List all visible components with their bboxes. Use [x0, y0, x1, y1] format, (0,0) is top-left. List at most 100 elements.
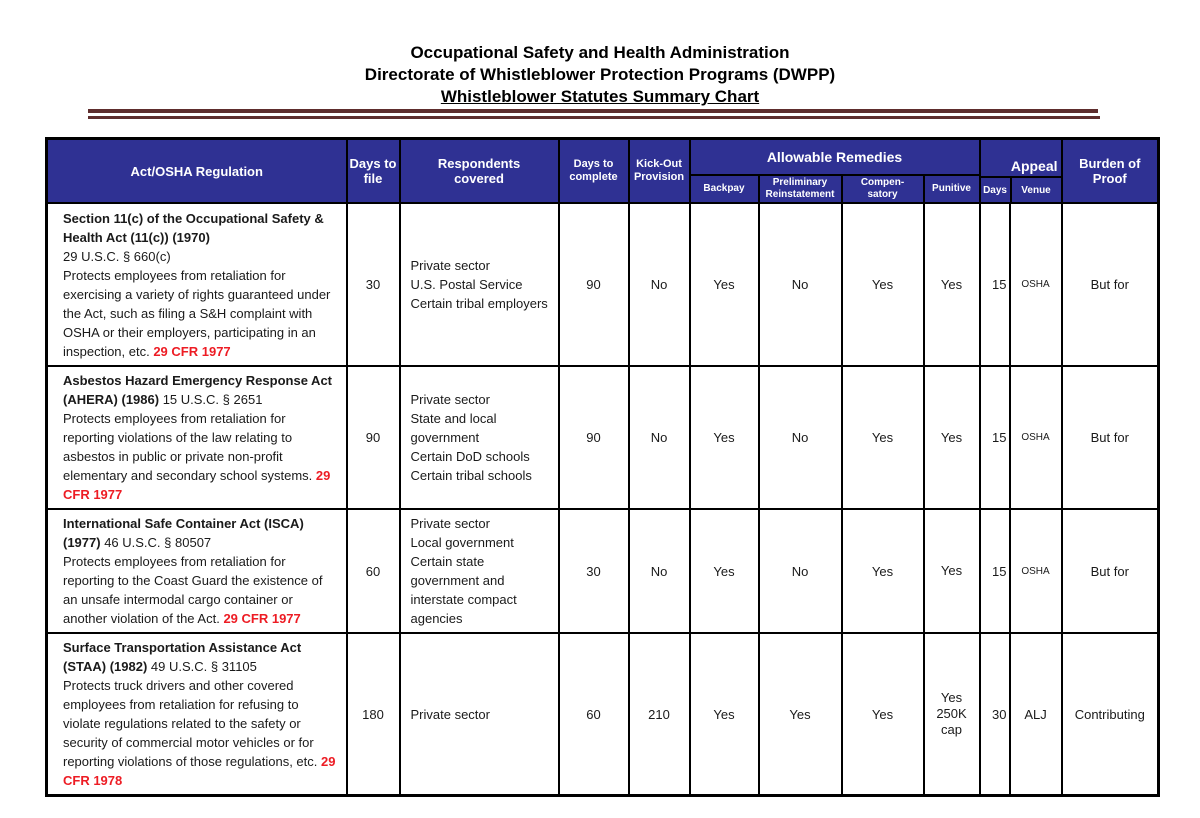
col-header-appeal-days: Days — [982, 178, 1012, 202]
cfr-citation: 29 CFR 1977 — [153, 343, 231, 359]
table-row: Section 11(c) of the Occupational Safety… — [45, 202, 1160, 367]
act-cell: Surface Transportation Assistance Act (S… — [45, 632, 348, 797]
respondent-item: U.S. Postal Service — [410, 277, 523, 292]
appeal-days-cell: 15 — [978, 365, 1011, 510]
appeal-days-cell: 15 — [978, 508, 1011, 634]
col-header-burden: Burden of Proof — [1060, 137, 1160, 204]
kick-out-cell: 210 — [627, 632, 691, 797]
respondent-item: Private sector — [410, 706, 490, 722]
summary-table: Act/OSHA Regulation Days to file Respond… — [45, 137, 1161, 797]
days-to-file-cell: 30 — [345, 202, 401, 367]
backpay-cell: Yes — [688, 632, 760, 797]
act-text-segment: International Safe Container Act (ISCA) … — [63, 516, 304, 550]
act-text-segment: Protects employees from retaliation for … — [63, 411, 316, 483]
burden-cell: But for — [1060, 365, 1160, 510]
preliminary-reinstatement-cell: No — [757, 202, 843, 367]
respondents-cell: Private sector Local government Certain st… — [398, 508, 560, 634]
act-cell: Asbestos Hazard Emergency Response Act (… — [45, 365, 348, 510]
kick-out-cell: No — [627, 365, 691, 510]
act-text-segment: Asbestos Hazard Emergency Response Act (… — [63, 373, 333, 407]
compensatory-cell: Yes — [840, 202, 925, 367]
table-row: Surface Transportation Assistance Act (S… — [45, 632, 1160, 797]
respondent-item: Certain state government and interstate … — [410, 554, 517, 626]
cfr-citation: 29 CFR 1977 — [223, 611, 301, 626]
act-text-segment: 46 U.S.C. § 80507 — [100, 535, 212, 550]
respondent-item: Private sector — [410, 258, 490, 273]
punitive-cell: Yes — [922, 508, 981, 634]
header-row-subcolumns: Backpay Preliminary Reinstatement Compen… — [47, 174, 1159, 204]
title-divider-top — [88, 109, 1098, 113]
days-to-complete-cell: 30 — [557, 508, 630, 634]
act-text-segment: Surface Transportation Assistance Act (S… — [63, 640, 302, 674]
punitive-cell: Yes — [922, 202, 981, 367]
backpay-cell: Yes — [688, 365, 760, 510]
col-header-backpay: Backpay — [688, 174, 760, 204]
act-text-segment: Section 11(c) of the Occupational Safety… — [63, 210, 324, 245]
respondent-item: Private sector — [410, 516, 490, 531]
table-body: Section 11(c) of the Occupational Safety… — [45, 202, 1160, 797]
col-header-appeal-venue: Venue — [1021, 184, 1051, 196]
appeal-days-cell: 15 — [978, 202, 1011, 367]
table-row: Asbestos Hazard Emergency Response Act (… — [45, 365, 1160, 510]
act-text-segment: Protects employees from retaliation for … — [63, 267, 331, 359]
punitive-cell: Yes — [922, 365, 981, 510]
kick-out-cell: No — [627, 202, 691, 367]
title-line-2: Directorate of Whistleblower Protection … — [364, 65, 836, 84]
appeal-venue-cell: OSHA — [1008, 202, 1063, 367]
col-header-preliminary-reinstatement: Preliminary Reinstatement — [757, 174, 843, 204]
col-header-appeal-group: Appeal Days Venue — [978, 137, 1063, 204]
preliminary-reinstatement-cell: No — [757, 508, 843, 634]
backpay-cell: Yes — [688, 202, 760, 367]
preliminary-reinstatement-cell: Yes — [757, 632, 843, 797]
col-header-respondents: Respondents covered — [398, 137, 560, 204]
col-header-punitive: Punitive — [922, 174, 981, 204]
respondent-item: Certain DoD schools — [410, 449, 530, 464]
respondent-item: Local government — [410, 535, 514, 550]
title-divider-bottom — [88, 116, 1100, 119]
col-header-act: Act/OSHA Regulation — [45, 137, 348, 204]
appeal-venue-cell: OSHA — [1008, 365, 1063, 510]
col-header-days-to-file: Days to file — [345, 137, 401, 204]
burden-cell: But for — [1060, 202, 1160, 367]
days-to-complete-cell: 60 — [557, 632, 630, 797]
compensatory-cell: Yes — [840, 632, 925, 797]
act-text-segment: 49 U.S.C. § 31105 — [147, 659, 257, 674]
col-header-compensatory: Compen-satory — [840, 174, 925, 204]
title-line-1: Occupational Safety and Health Administr… — [410, 43, 790, 62]
respondents-cell: Private sector U.S. Postal Service Certain… — [398, 202, 560, 367]
act-cell: Section 11(c) of the Occupational Safety… — [45, 202, 348, 367]
appeal-venue-cell: OSHA — [1008, 508, 1063, 634]
table-row: International Safe Container Act (ISCA) … — [45, 508, 1160, 634]
respondents-cell: Private sector — [398, 632, 560, 797]
col-header-appeal: Appeal — [1010, 158, 1058, 174]
days-to-complete-cell: 90 — [557, 202, 630, 367]
compensatory-cell: Yes — [840, 365, 925, 510]
preliminary-reinstatement-cell: No — [757, 365, 843, 510]
cfr-citation: 29 CFR 1978 — [63, 754, 336, 788]
kick-out-cell: No — [627, 508, 691, 634]
act-cell: International Safe Container Act (ISCA) … — [45, 508, 348, 634]
act-text-segment: Protects employees from retaliation for … — [63, 554, 323, 626]
burden-cell: Contributing — [1060, 632, 1160, 797]
days-to-file-cell: 90 — [345, 365, 401, 510]
days-to-complete-cell: 90 — [557, 365, 630, 510]
appeal-days-cell: 30 — [978, 632, 1011, 797]
col-header-allowable-remedies: Allowable Remedies — [688, 137, 981, 177]
appeal-venue-cell: ALJ — [1008, 632, 1063, 797]
days-to-file-cell: 180 — [345, 632, 401, 797]
days-to-file-cell: 60 — [345, 508, 401, 634]
col-header-kick-out: Kick-Out Provision — [627, 137, 691, 204]
respondent-item: Private sector — [410, 392, 490, 407]
act-text-segment: 15 U.S.C. § 2651 — [159, 392, 263, 407]
document-title: Occupational Safety and Health Administr… — [0, 42, 1200, 108]
respondent-item: Certain tribal schools — [410, 468, 532, 483]
act-text-segment: 29 U.S.C. § 660(c) — [63, 248, 171, 264]
backpay-cell: Yes — [688, 508, 760, 634]
respondents-cell: Private sector State and local government… — [398, 365, 560, 510]
respondent-item: Certain tribal employers — [410, 296, 548, 311]
act-text-segment: Protects truck drivers and other covered… — [63, 678, 321, 769]
title-line-3: Whistleblower Statutes Summary Chart — [440, 87, 760, 106]
punitive-cell: Yes 250K cap — [922, 632, 981, 797]
cfr-citation: 29 CFR 1977 — [63, 468, 331, 502]
summary-table-container: Act/OSHA Regulation Days to file Respond… — [45, 137, 1161, 797]
